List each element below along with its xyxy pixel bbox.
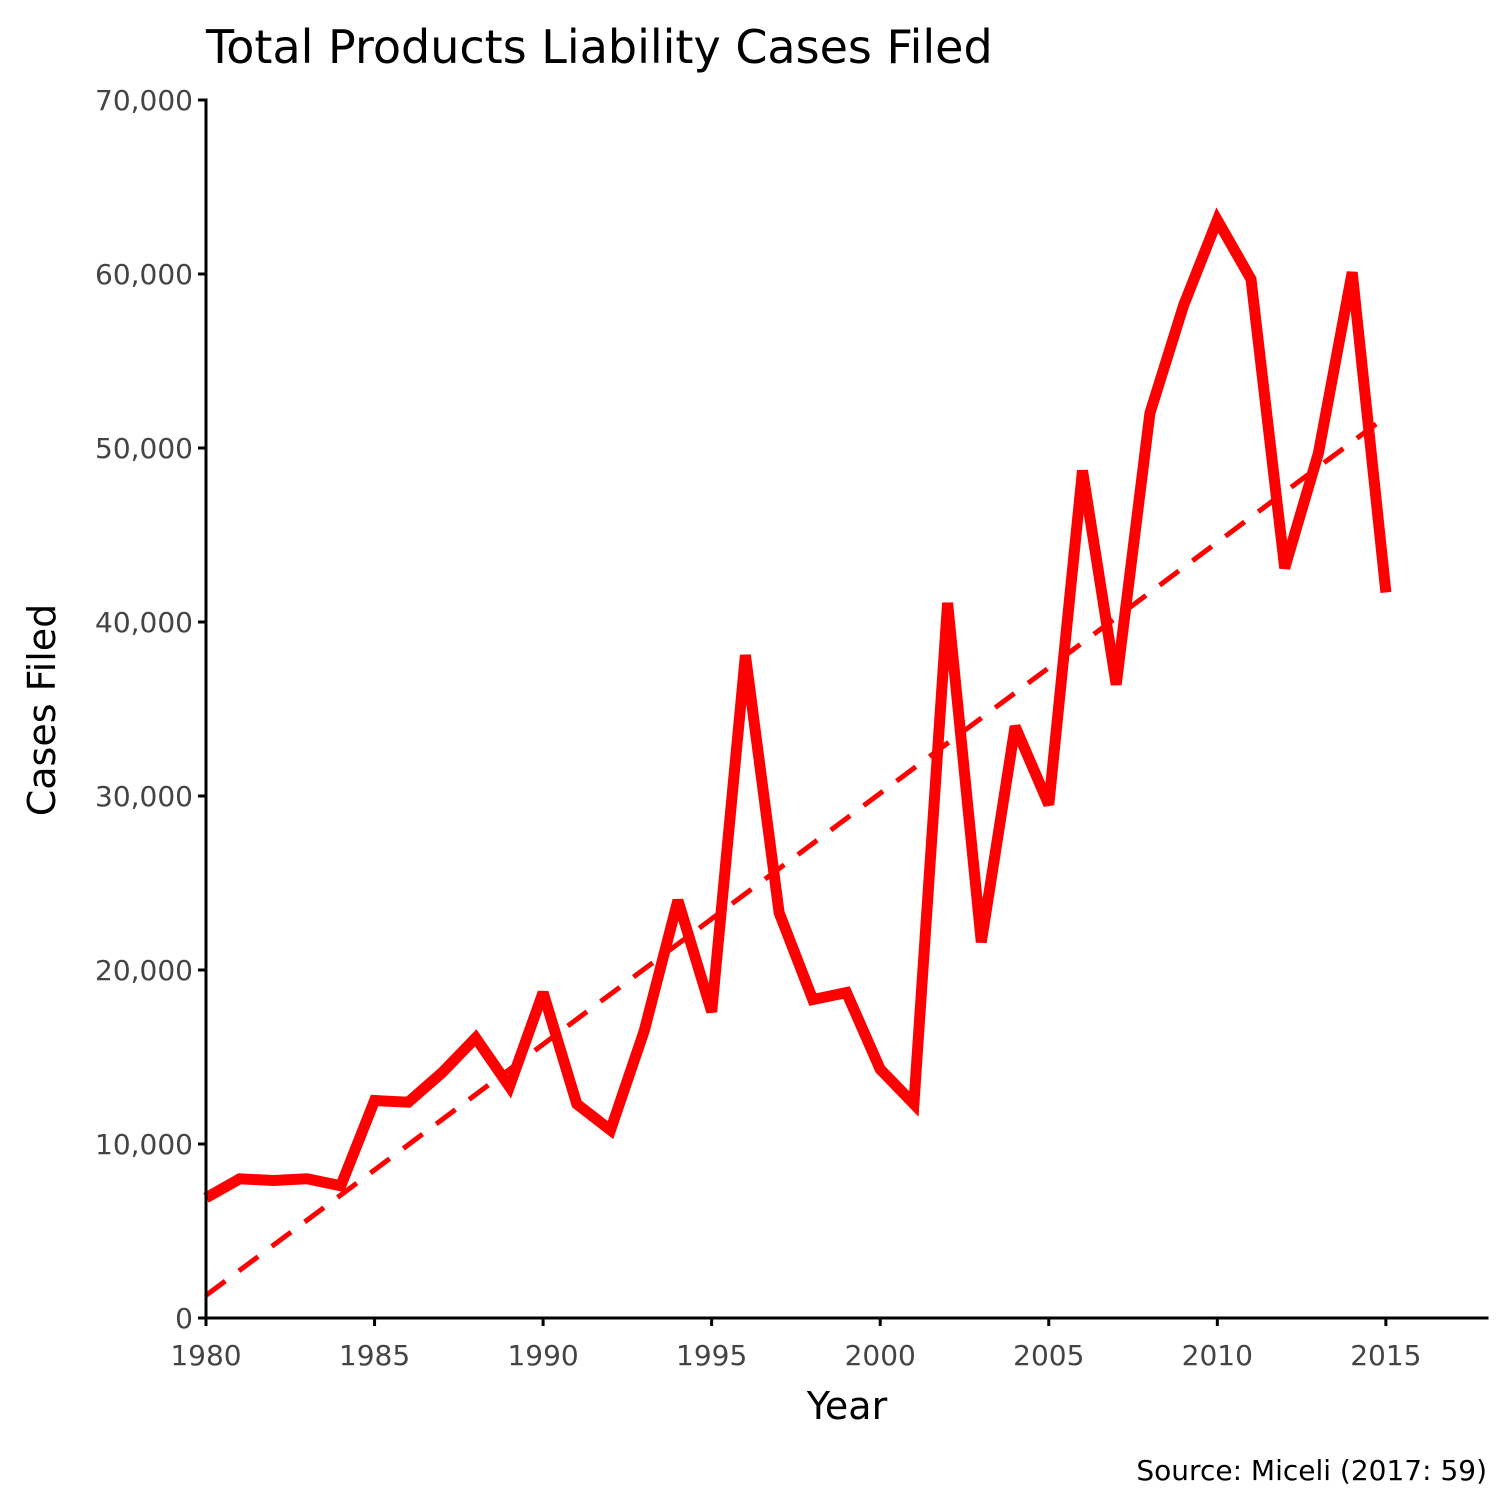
y-axis-label: Cases Filed xyxy=(20,604,64,817)
y-tick-label: 10,000 xyxy=(95,1128,193,1161)
x-tick-label: 2005 xyxy=(1013,1339,1084,1372)
cases-line xyxy=(203,207,1392,1203)
source-caption: Source: Miceli (2017: 59) xyxy=(1136,1454,1487,1487)
x-tick-label: 1990 xyxy=(507,1339,578,1372)
x-axis-label: Year xyxy=(806,1384,888,1428)
y-tick-label: 50,000 xyxy=(95,432,193,465)
x-tick-label: 1985 xyxy=(339,1339,410,1372)
y-tick-label: 20,000 xyxy=(95,954,193,987)
x-tick-label: 2015 xyxy=(1350,1339,1421,1372)
x-tick-label: 2010 xyxy=(1182,1339,1253,1372)
y-tick-label: 0 xyxy=(175,1302,193,1335)
y-axis-ticks: 0 10,000 20,000 30,000 40,000 50,000 60,000 70,… xyxy=(95,84,206,1335)
x-tick-label: 1995 xyxy=(676,1339,747,1372)
x-tick-label: 1980 xyxy=(170,1339,241,1372)
y-tick-label: 40,000 xyxy=(95,606,193,639)
trend-line xyxy=(204,414,1388,1298)
chart-title: Total Products Liability Cases Filed xyxy=(205,20,993,74)
y-tick-label: 70,000 xyxy=(95,84,193,117)
x-tick-label: 2000 xyxy=(845,1339,916,1372)
series-layer xyxy=(203,207,1392,1298)
y-tick-label: 60,000 xyxy=(95,258,193,291)
x-axis-ticks: 1980 1985 1990 1995 2000 2005 2010 2015 xyxy=(170,1318,1422,1372)
y-tick-label: 30,000 xyxy=(95,780,193,813)
